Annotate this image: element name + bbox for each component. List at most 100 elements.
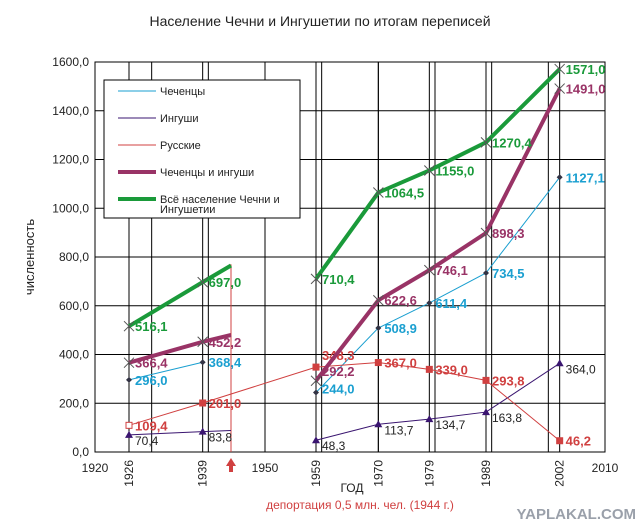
x-tick-label: 1970 bbox=[371, 460, 385, 487]
plot-frame bbox=[94, 61, 606, 453]
data-label: 113,7 bbox=[384, 423, 413, 437]
x-tick-label: 2010 bbox=[592, 461, 619, 475]
data-label: 710,4 bbox=[322, 272, 355, 287]
y-tick-label: 400,0 bbox=[59, 348, 89, 362]
data-point bbox=[425, 365, 433, 373]
y-axis-label: численность bbox=[22, 219, 37, 295]
data-point bbox=[123, 320, 135, 332]
data-label: 134,7 bbox=[435, 418, 465, 432]
data-label: 1491,0 bbox=[566, 82, 606, 97]
y-tick-label: 1000,0 bbox=[52, 201, 89, 215]
data-point bbox=[374, 359, 382, 367]
data-label: 46,2 bbox=[566, 434, 591, 449]
data-label: 611,4 bbox=[435, 296, 468, 311]
legend-label: Русские bbox=[160, 140, 201, 152]
data-point bbox=[197, 276, 209, 288]
legend-label: Всё население Чечни и bbox=[160, 194, 280, 206]
data-label: 697,0 bbox=[209, 275, 242, 290]
data-point bbox=[374, 420, 383, 428]
data-label: 364,0 bbox=[566, 362, 596, 376]
legend-label-cont: Ингушетии bbox=[160, 204, 215, 216]
data-label: 622,6 bbox=[384, 293, 417, 308]
data-label: 734,5 bbox=[492, 266, 525, 281]
data-label: 48,3 bbox=[322, 439, 346, 453]
y-tick-label: 1200,0 bbox=[52, 153, 89, 167]
x-tick-label: 1959 bbox=[309, 460, 323, 487]
data-point bbox=[480, 227, 492, 239]
data-label: 293,8 bbox=[492, 373, 525, 388]
data-point bbox=[199, 359, 206, 366]
data-point bbox=[125, 421, 133, 429]
data-point bbox=[123, 357, 135, 369]
data-point bbox=[555, 359, 564, 367]
data-point bbox=[198, 427, 207, 435]
legend-label: Ингуши bbox=[160, 113, 198, 125]
y-tick-label: 800,0 bbox=[59, 250, 89, 264]
data-label: 898,3 bbox=[492, 226, 525, 241]
data-label: 70,4 bbox=[135, 434, 159, 448]
data-point bbox=[556, 174, 563, 181]
x-tick-label: 1920 bbox=[82, 461, 109, 475]
legend-label: Чеченцы и ингуши bbox=[160, 167, 254, 179]
data-point bbox=[372, 187, 384, 198]
data-label: 367,0 bbox=[384, 356, 417, 371]
arrow-up-icon bbox=[226, 458, 236, 472]
data-label: 366,4 bbox=[135, 356, 168, 371]
data-label: 516,1 bbox=[135, 319, 168, 334]
data-label: 201,0 bbox=[209, 396, 242, 411]
data-label: 746,1 bbox=[435, 263, 468, 278]
y-tick-label: 0,0 bbox=[72, 445, 89, 459]
data-label: 1155,0 bbox=[435, 163, 474, 178]
data-point bbox=[375, 324, 382, 331]
data-point bbox=[480, 136, 492, 148]
series-1 bbox=[125, 359, 564, 444]
series-line-pre bbox=[128, 361, 203, 381]
x-tick-label: 1926 bbox=[122, 460, 136, 487]
x-tick-label: 2002 bbox=[553, 460, 567, 487]
data-point bbox=[125, 430, 133, 438]
data-point bbox=[199, 399, 207, 407]
watermark: YAPLAKAL.COM bbox=[517, 506, 636, 523]
x-tick-label: 1989 bbox=[479, 460, 493, 487]
data-label: 296,0 bbox=[135, 373, 168, 388]
series-4 bbox=[123, 63, 566, 332]
data-point bbox=[423, 165, 435, 176]
x-tick-label: 1939 bbox=[196, 460, 210, 487]
data-label: 452,2 bbox=[209, 335, 242, 350]
data-point bbox=[197, 336, 209, 348]
deportation-annotation: депортация 0,5 млн. чел. (1944 г.) bbox=[266, 498, 454, 512]
data-label: 508,9 bbox=[384, 321, 417, 336]
chart-title: Население Чечни и Ингушетии по итогам пе… bbox=[149, 13, 490, 29]
y-tick-label: 1600,0 bbox=[52, 55, 89, 69]
x-axis-label: ГОД bbox=[340, 481, 363, 495]
data-label: 163,8 bbox=[492, 411, 522, 425]
data-point bbox=[312, 436, 320, 444]
data-label: 1127,1 bbox=[566, 170, 605, 185]
y-tick-label: 200,0 bbox=[59, 396, 89, 410]
y-tick-label: 1400,0 bbox=[52, 104, 89, 118]
data-point bbox=[310, 375, 322, 387]
data-label: 1064,5 bbox=[384, 186, 424, 201]
data-point bbox=[310, 273, 322, 285]
data-point bbox=[372, 294, 384, 306]
y-tick-label: 600,0 bbox=[59, 299, 89, 313]
series-3 bbox=[123, 83, 566, 387]
data-point bbox=[554, 63, 566, 75]
data-label: 368,4 bbox=[209, 355, 242, 370]
x-tick-label: 1950 bbox=[252, 461, 279, 475]
data-label: 1270,4 bbox=[492, 135, 533, 150]
data-label: 109,4 bbox=[135, 418, 168, 433]
data-point bbox=[126, 376, 132, 383]
data-point bbox=[423, 264, 435, 276]
series-2 bbox=[125, 359, 564, 445]
data-point bbox=[312, 363, 320, 371]
data-point bbox=[483, 269, 489, 276]
legend-label: Чеченцы bbox=[160, 86, 205, 98]
data-label: 292,2 bbox=[322, 364, 355, 379]
data-point bbox=[482, 408, 490, 416]
data-label: 339,0 bbox=[435, 362, 468, 377]
x-tick-label: 1979 bbox=[422, 460, 436, 487]
series-0 bbox=[126, 174, 563, 396]
data-label: 83,8 bbox=[209, 431, 233, 445]
